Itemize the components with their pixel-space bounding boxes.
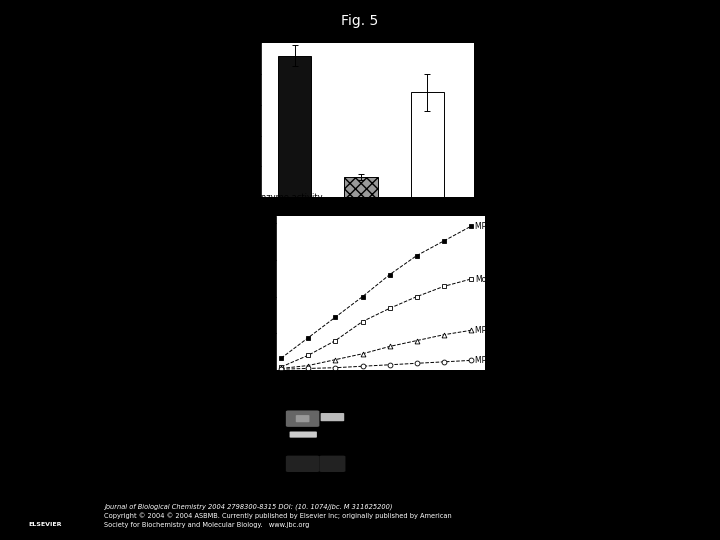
FancyBboxPatch shape bbox=[320, 456, 346, 472]
Text: Mouse MPC: Mouse MPC bbox=[405, 30, 449, 38]
Bar bbox=[278, 56, 311, 197]
Text: MPC G: MPC G bbox=[282, 30, 307, 38]
FancyBboxPatch shape bbox=[320, 413, 344, 421]
Text: Journal of Biological Chemistry 2004 2798300-8315 DOI: (10. 1074/jbc. M 31162520: Journal of Biological Chemistry 2004 279… bbox=[104, 503, 393, 510]
Text: A: A bbox=[333, 397, 338, 406]
FancyBboxPatch shape bbox=[286, 456, 320, 472]
Y-axis label: Relative expression: Relative expression bbox=[240, 83, 250, 158]
Text: MPC: MPC bbox=[380, 413, 398, 422]
FancyBboxPatch shape bbox=[296, 415, 310, 422]
Text: MPO KO: MPO KO bbox=[475, 356, 505, 365]
Text: Actin: Actin bbox=[380, 460, 402, 468]
Text: Copyright © 2004 © 2004 ASBMB. Currently published by Elsevier Inc; originally p: Copyright © 2004 © 2004 ASBMB. Currently… bbox=[104, 512, 452, 519]
Bar bbox=[344, 177, 377, 197]
Text: MPO A: MPO A bbox=[475, 326, 500, 335]
Text: 🌳: 🌳 bbox=[41, 501, 48, 511]
Text: B: B bbox=[217, 188, 224, 198]
Text: ELSEVIER: ELSEVIER bbox=[28, 522, 61, 527]
Text: Society for Biochemistry and Molecular Biology.   www.jbc.org: Society for Biochemistry and Molecular B… bbox=[104, 522, 310, 528]
FancyBboxPatch shape bbox=[286, 410, 320, 427]
Text: MPC A: MPC A bbox=[349, 30, 373, 38]
Text: Western blot: Western blot bbox=[251, 384, 305, 393]
Text: MPO enzyme activity: MPO enzyme activity bbox=[234, 193, 323, 202]
FancyBboxPatch shape bbox=[289, 431, 317, 437]
Bar bbox=[410, 92, 444, 197]
Text: MPO G: MPO G bbox=[475, 222, 500, 231]
Text: Fig. 5: Fig. 5 bbox=[341, 14, 379, 28]
Text: A: A bbox=[215, 36, 221, 45]
Text: MoMPC: MoMPC bbox=[475, 274, 503, 284]
Y-axis label: MPO enzyme activity mu/10⁶ cells: MPO enzyme activity mu/10⁶ cells bbox=[248, 233, 256, 353]
Text: C: C bbox=[236, 384, 243, 394]
X-axis label: minutes reaction: minutes reaction bbox=[348, 386, 413, 395]
Text: G: G bbox=[302, 397, 309, 406]
